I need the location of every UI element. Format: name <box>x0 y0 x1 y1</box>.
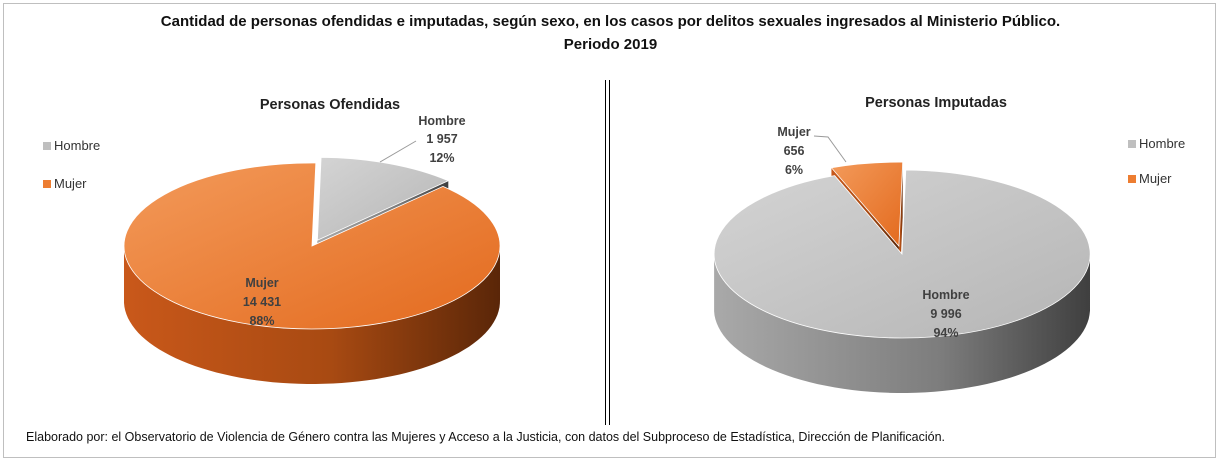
left-chart-title: Personas Ofendidas <box>260 97 400 113</box>
right-mujer-value-label: 656 <box>784 144 805 158</box>
right-data-labels: Mujer 656 6% Hombre 9 996 94% <box>777 125 969 340</box>
legend-label-mujer: Mujer <box>1139 171 1172 186</box>
main-title: Cantidad de personas ofendidas e imputad… <box>0 10 1221 56</box>
legend-swatch-hombre <box>1128 140 1136 148</box>
right-mujer-percent-label: 6% <box>785 163 803 177</box>
pie-slice-mujer <box>123 162 501 330</box>
pie-slice-side-mujer <box>124 244 500 384</box>
source-note: Elaborado por: el Observatorio de Violen… <box>26 430 946 444</box>
left-pie <box>123 156 501 384</box>
right-mujer-leader-line <box>813 135 847 163</box>
pie-slice-side-hombre <box>714 255 1090 393</box>
legend-label-mujer: Mujer <box>54 176 87 191</box>
right-legend: Hombre Mujer <box>1128 136 1185 186</box>
right-pie <box>713 161 1091 393</box>
right-hombre-value-label: 9 996 <box>930 307 961 321</box>
chart-divider <box>605 80 610 425</box>
main-title-line2: Periodo 2019 <box>563 36 658 53</box>
right-mujer-category-label: Mujer <box>777 125 810 139</box>
left-mujer-value-label: 14 431 <box>243 295 281 309</box>
left-hombre-value-label: 1 957 <box>426 132 457 146</box>
left-hombre-category-label: Hombre <box>418 114 465 128</box>
pie-slice-hombre <box>713 169 1091 339</box>
pie-slice-hombre <box>316 156 450 241</box>
right-hombre-category-label: Hombre <box>922 288 969 302</box>
left-hombre-leader-line <box>379 140 417 163</box>
legend-label-hombre: Hombre <box>1139 136 1185 151</box>
legend-swatch-hombre <box>43 142 51 150</box>
left-mujer-category-label: Mujer <box>245 276 278 290</box>
legend-swatch-mujer <box>43 180 51 188</box>
legend-swatch-mujer <box>1128 175 1136 183</box>
left-mujer-percent-label: 88% <box>249 314 274 328</box>
right-chart-title: Personas Imputadas <box>865 95 1007 111</box>
legend-label-hombre: Hombre <box>54 138 100 153</box>
left-data-labels: Hombre 1 957 12% Mujer 14 431 88% <box>243 114 466 328</box>
left-hombre-percent-label: 12% <box>429 151 454 165</box>
main-title-line1: Cantidad de personas ofendidas e imputad… <box>160 13 1061 30</box>
pie-slice-mujer <box>830 161 904 248</box>
left-legend: Hombre Mujer <box>43 138 100 191</box>
right-hombre-percent-label: 94% <box>933 326 958 340</box>
